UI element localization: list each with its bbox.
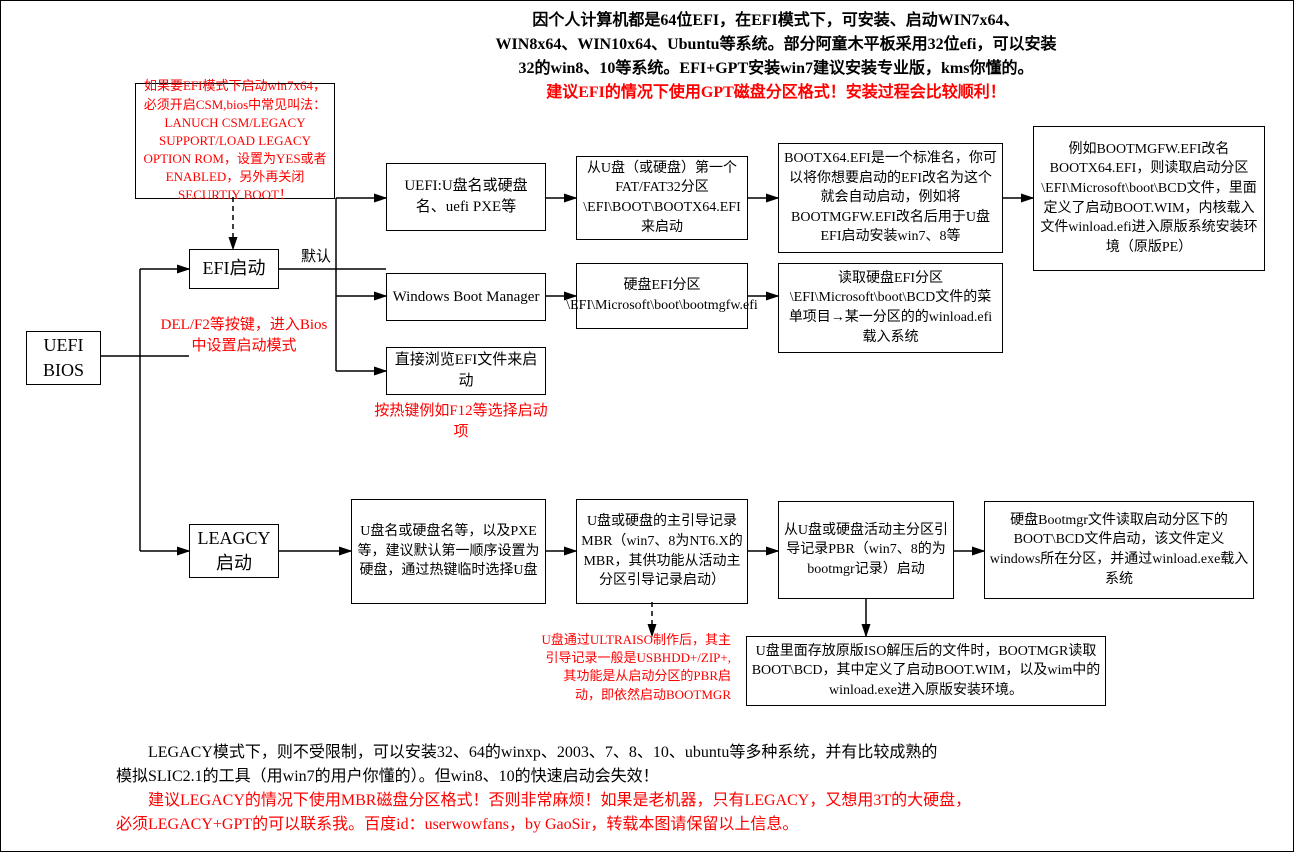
edges-layer bbox=[1, 1, 1294, 853]
